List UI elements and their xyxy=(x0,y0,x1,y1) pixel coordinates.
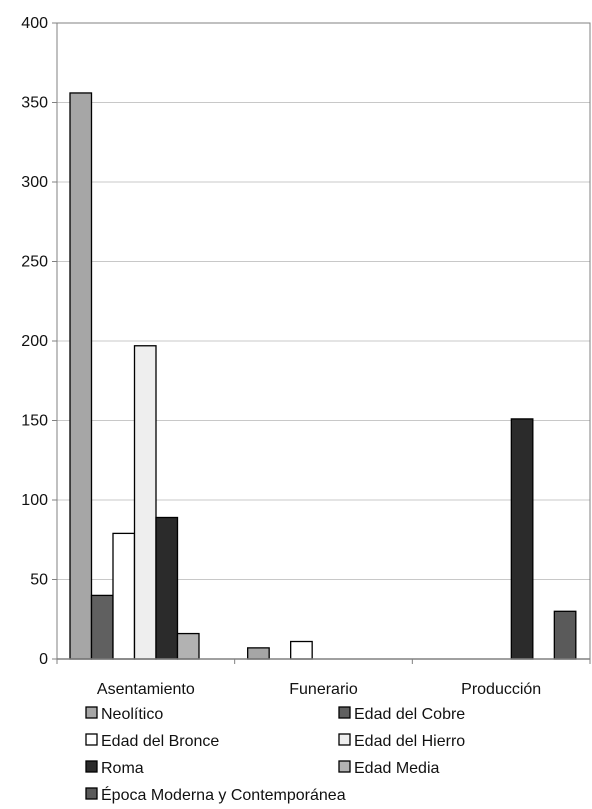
y-tick-label: 200 xyxy=(21,333,48,350)
bar-roma-producción xyxy=(510,418,534,660)
legend-item: Edad del Cobre xyxy=(338,706,465,723)
legend-swatch xyxy=(338,733,351,746)
bar-edad-del-cobre-asentamiento xyxy=(90,594,114,660)
legend-swatch xyxy=(85,706,98,719)
y-tick-label: 300 xyxy=(21,174,48,191)
bar-neolítico-funerario xyxy=(247,647,270,660)
y-tick-label: 0 xyxy=(39,651,48,668)
legend-item: Edad del Bronce xyxy=(85,733,219,750)
category-label: Producción xyxy=(461,681,541,698)
y-tick-label: 250 xyxy=(21,254,48,271)
legend-item: Edad del Hierro xyxy=(338,733,465,750)
y-tick-labels: 0 50 100 150 200 250 300 350 400 xyxy=(21,15,48,668)
bar-neolítico-asentamiento xyxy=(69,92,93,660)
y-tick-label: 350 xyxy=(21,95,48,112)
bar-edad-del-bronce-funerario xyxy=(290,640,313,660)
legend-label: Época Moderna y Contemporánea xyxy=(101,785,346,804)
legend-swatch xyxy=(85,787,98,800)
category-labels: Asentamiento Funerario Producción xyxy=(97,681,541,698)
legend-label: Roma xyxy=(101,760,144,777)
legend-item: Edad Media xyxy=(338,760,439,777)
bar-roma-asentamiento xyxy=(155,516,179,660)
legend-item: Neolítico xyxy=(85,706,163,723)
legend-swatch xyxy=(85,733,98,746)
bar-época-moderna-y-contemporánea-producción xyxy=(553,610,577,660)
legend-label: Edad del Cobre xyxy=(354,706,465,723)
legend-swatch xyxy=(85,760,98,773)
legend-label: Edad Media xyxy=(354,760,439,777)
category-label: Asentamiento xyxy=(97,681,195,698)
y-tick-label: 100 xyxy=(21,492,48,509)
y-tick-label: 50 xyxy=(30,572,48,589)
y-tick-label: 400 xyxy=(21,15,48,32)
category-label: Funerario xyxy=(289,681,358,698)
legend-label: Neolítico xyxy=(101,706,163,723)
bar-edad-del-hierro-asentamiento xyxy=(133,345,157,660)
legend-label: Edad del Bronce xyxy=(101,733,219,750)
legend-item: Época Moderna y Contemporánea xyxy=(85,785,346,804)
legend: Neolítico Edad del Cobre Edad del Bronce Ed… xyxy=(85,706,465,804)
axes xyxy=(52,22,591,664)
legend-label: Edad del Hierro xyxy=(354,733,465,750)
y-tick-label: 150 xyxy=(21,413,48,430)
legend-swatch xyxy=(338,760,351,773)
legend-item: Roma xyxy=(85,760,144,777)
bar-edad-del-bronce-asentamiento xyxy=(112,532,136,660)
legend-swatch xyxy=(338,706,351,719)
bar-edad-media-asentamiento xyxy=(176,632,200,660)
bars xyxy=(69,92,577,660)
